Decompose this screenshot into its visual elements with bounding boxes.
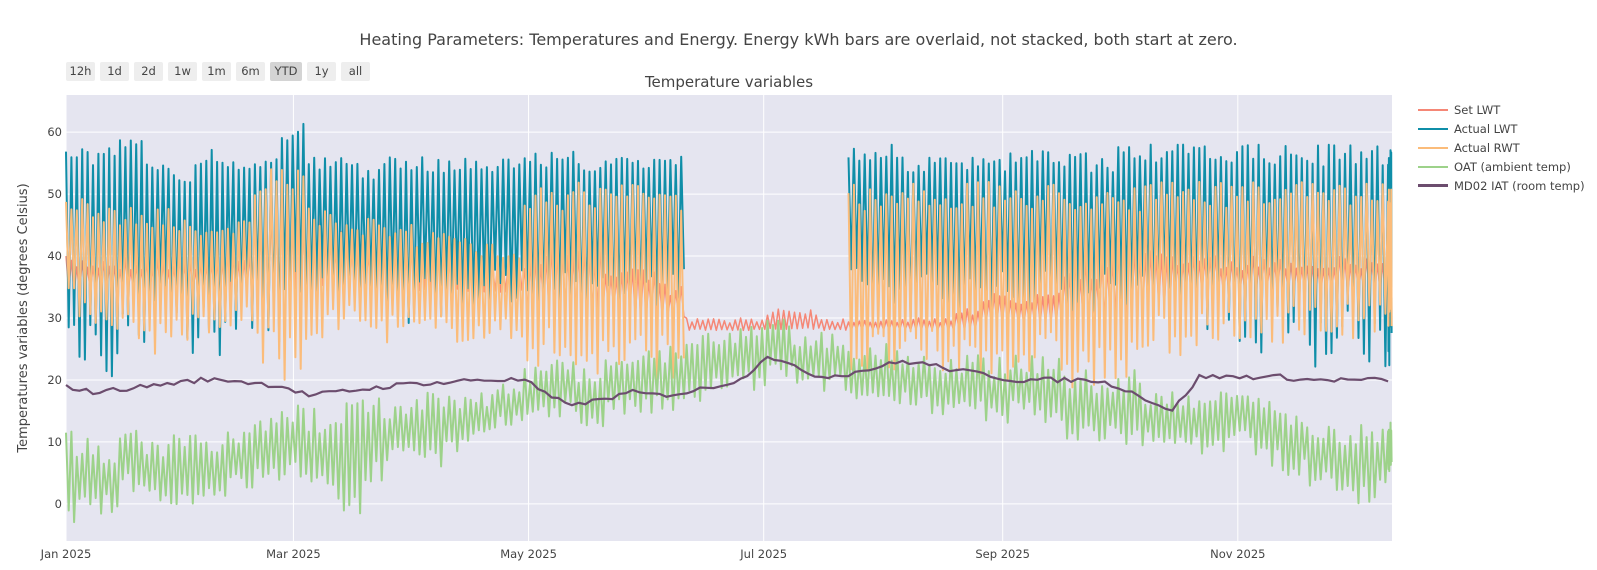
series-line-3: [65, 318, 1393, 524]
x-tick-label: Sep 2025: [975, 547, 1030, 561]
legend-item-actual-lwt[interactable]: Actual LWT: [1418, 119, 1585, 138]
traces: [65, 122, 1393, 524]
legend-label: Actual LWT: [1454, 121, 1518, 136]
range-button-1m[interactable]: 1m: [202, 62, 231, 81]
y-tick-label: 40: [47, 249, 62, 263]
series-line-4: [65, 355, 1389, 412]
range-button-1d[interactable]: 1d: [100, 62, 129, 81]
legend-label: MD02 IAT (room temp): [1454, 178, 1585, 193]
x-tick-label: Jan 2025: [40, 547, 92, 561]
legend-item-iat[interactable]: MD02 IAT (room temp): [1418, 176, 1585, 195]
subplot-title: Temperature variables: [644, 73, 814, 91]
x-tick-label: Jul 2025: [739, 547, 787, 561]
y-tick-label: 30: [47, 311, 62, 325]
legend-swatch: [1418, 146, 1448, 149]
y-axis-label: Temperatures variables (degrees Celsius): [16, 183, 31, 453]
range-button-6m[interactable]: 6m: [236, 62, 265, 81]
range-selector: 12h 1d 2d 1w 1m 6m YTD 1y all: [66, 62, 370, 81]
legend-swatch: [1418, 127, 1448, 130]
y-tick-label: 20: [47, 373, 62, 387]
range-button-ytd[interactable]: YTD: [270, 62, 302, 81]
legend-label: Actual RWT: [1454, 140, 1520, 155]
y-tick-label: 60: [47, 125, 62, 139]
series-line-2: [65, 168, 1393, 389]
legend-swatch: [1418, 108, 1448, 111]
legend-item-set-lwt[interactable]: Set LWT: [1418, 100, 1585, 119]
x-axis: Jan 2025 Mar 2025 May 2025 Jul 2025 Sep 2025…: [40, 547, 1266, 561]
x-tick-label: Nov 2025: [1210, 547, 1265, 561]
range-button-1w[interactable]: 1w: [168, 62, 197, 81]
range-button-2d[interactable]: 2d: [134, 62, 163, 81]
legend-label: Set LWT: [1454, 102, 1501, 117]
range-button-12h[interactable]: 12h: [66, 62, 95, 81]
y-tick-label: 50: [47, 187, 62, 201]
legend-item-actual-rwt[interactable]: Actual RWT: [1418, 138, 1585, 157]
legend-swatch: [1418, 165, 1448, 168]
y-axis: 0 10 20 30 40 50 60: [47, 125, 62, 511]
x-tick-label: May 2025: [500, 547, 557, 561]
legend: Set LWT Actual LWT Actual RWT OAT (ambie…: [1418, 100, 1585, 195]
legend-label: OAT (ambient temp): [1454, 159, 1571, 174]
legend-swatch: [1418, 184, 1448, 187]
x-tick-label: Mar 2025: [266, 547, 321, 561]
range-button-all[interactable]: all: [341, 62, 370, 81]
y-tick-label: 10: [47, 435, 62, 449]
chart-title: Heating Parameters: Temperatures and Ene…: [359, 30, 1238, 49]
legend-item-oat[interactable]: OAT (ambient temp): [1418, 157, 1585, 176]
y-tick-label: 0: [55, 497, 62, 511]
range-button-1y[interactable]: 1y: [307, 62, 336, 81]
